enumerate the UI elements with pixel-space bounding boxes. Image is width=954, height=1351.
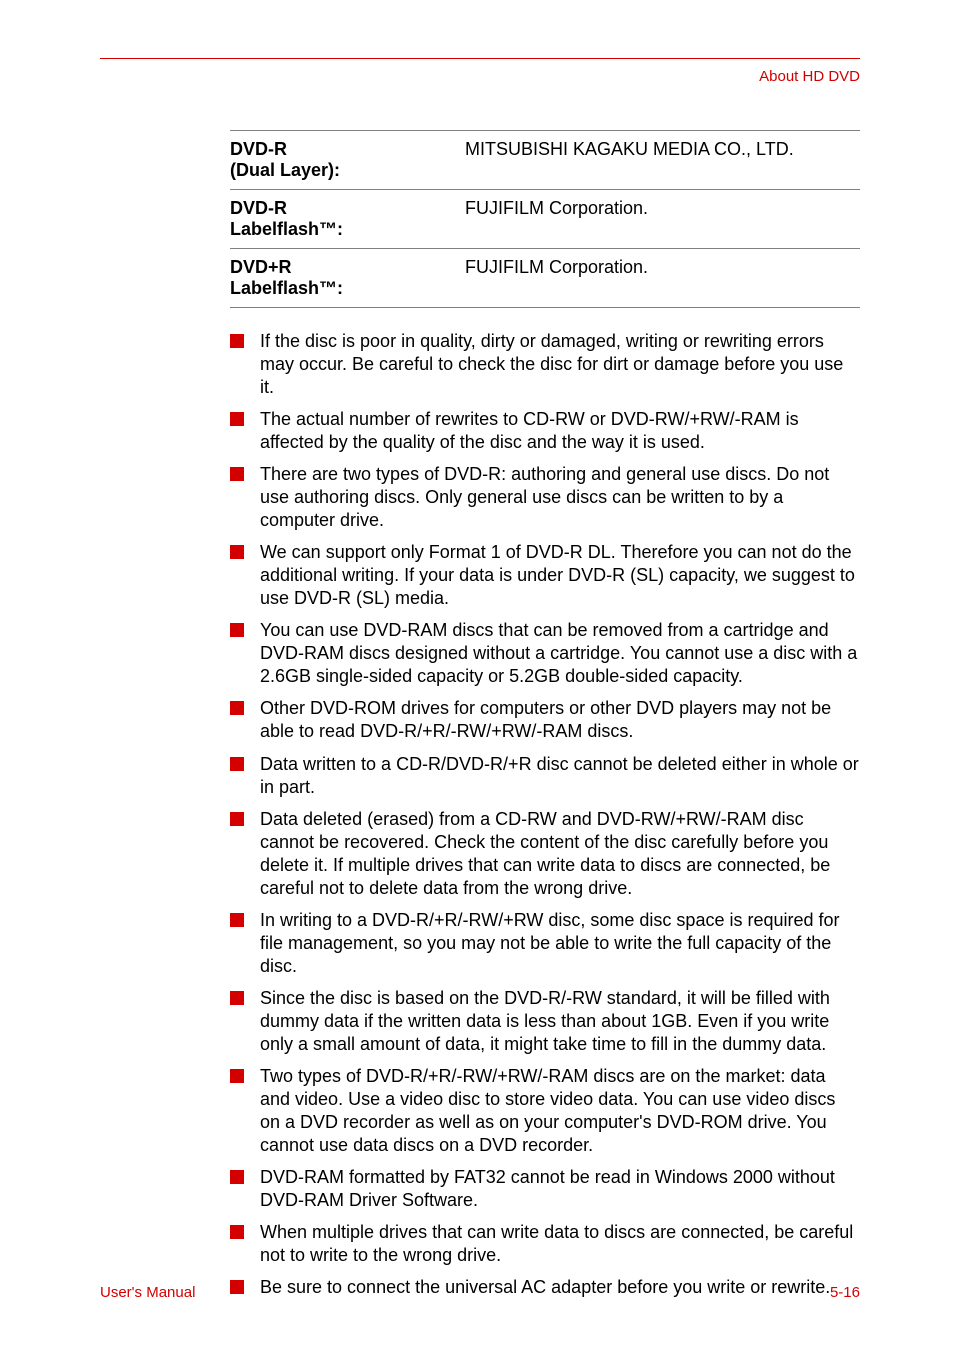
list-item-text: In writing to a DVD-R/+R/-RW/+RW disc, s… [260,910,840,976]
list-item: Be sure to connect the universal AC adap… [230,1276,860,1299]
list-item-text: Be sure to connect the universal AC adap… [260,1277,830,1297]
spec-label-line2: Labelflash™: [230,278,343,298]
square-bullet-icon [230,1170,244,1184]
list-item-text: You can use DVD-RAM discs that can be re… [260,620,857,686]
list-item: If the disc is poor in quality, dirty or… [230,330,860,399]
list-item: Other DVD-ROM drives for computers or ot… [230,697,860,743]
header-rule [100,58,860,59]
list-item: Data written to a CD-R/DVD-R/+R disc can… [230,753,860,799]
list-item-text: The actual number of rewrites to CD-RW o… [260,409,799,452]
list-item: Since the disc is based on the DVD-R/-RW… [230,987,860,1056]
page: About HD DVD DVD-R (Dual Layer): MITSUBI… [0,0,954,1351]
bullet-list: If the disc is poor in quality, dirty or… [230,330,860,1299]
list-item-text: Other DVD-ROM drives for computers or ot… [260,698,831,741]
square-bullet-icon [230,701,244,715]
spec-label-line1: DVD+R [230,257,292,277]
square-bullet-icon [230,913,244,927]
square-bullet-icon [230,1069,244,1083]
list-item: Two types of DVD-R/+R/-RW/+RW/-RAM discs… [230,1065,860,1157]
spec-value: FUJIFILM Corporation. [415,190,860,249]
footer-page-number: 5-16 [830,1284,860,1301]
list-item: In writing to a DVD-R/+R/-RW/+RW disc, s… [230,909,860,978]
list-item: DVD-RAM formatted by FAT32 cannot be rea… [230,1166,860,1212]
list-item-text: There are two types of DVD-R: authoring … [260,464,829,530]
spec-label-line1: DVD-R [230,198,287,218]
list-item-text: When multiple drives that can write data… [260,1222,853,1265]
list-item: You can use DVD-RAM discs that can be re… [230,619,860,688]
table-row: DVD-R Labelflash™: FUJIFILM Corporation. [230,190,860,249]
spec-label: DVD-R (Dual Layer): [230,131,415,190]
list-item: We can support only Format 1 of DVD-R DL… [230,541,860,610]
square-bullet-icon [230,1280,244,1294]
list-item-text: Data deleted (erased) from a CD-RW and D… [260,809,830,898]
list-item-text: We can support only Format 1 of DVD-R DL… [260,542,855,608]
list-item-text: Two types of DVD-R/+R/-RW/+RW/-RAM discs… [260,1066,835,1155]
square-bullet-icon [230,467,244,481]
square-bullet-icon [230,757,244,771]
square-bullet-icon [230,412,244,426]
spec-label-line2: Labelflash™: [230,219,343,239]
square-bullet-icon [230,545,244,559]
footer-left: User's Manual [100,1284,195,1301]
list-item: There are two types of DVD-R: authoring … [230,463,860,532]
list-item-text: If the disc is poor in quality, dirty or… [260,331,843,397]
square-bullet-icon [230,991,244,1005]
square-bullet-icon [230,812,244,826]
spec-label: DVD+R Labelflash™: [230,249,415,308]
list-item: When multiple drives that can write data… [230,1221,860,1267]
spec-label-line1: DVD-R [230,139,287,159]
spec-table: DVD-R (Dual Layer): MITSUBISHI KAGAKU ME… [230,130,860,308]
table-row: DVD-R (Dual Layer): MITSUBISHI KAGAKU ME… [230,131,860,190]
header-title: About HD DVD [759,68,860,85]
list-item: The actual number of rewrites to CD-RW o… [230,408,860,454]
square-bullet-icon [230,334,244,348]
square-bullet-icon [230,1225,244,1239]
spec-value: MITSUBISHI KAGAKU MEDIA CO., LTD. [415,131,860,190]
spec-label-line2: (Dual Layer): [230,160,340,180]
list-item-text: Since the disc is based on the DVD-R/-RW… [260,988,830,1054]
spec-value: FUJIFILM Corporation. [415,249,860,308]
square-bullet-icon [230,623,244,637]
list-item: Data deleted (erased) from a CD-RW and D… [230,808,860,900]
list-item-text: DVD-RAM formatted by FAT32 cannot be rea… [260,1167,835,1210]
spec-label: DVD-R Labelflash™: [230,190,415,249]
table-row: DVD+R Labelflash™: FUJIFILM Corporation. [230,249,860,308]
list-item-text: Data written to a CD-R/DVD-R/+R disc can… [260,754,859,797]
content-area: DVD-R (Dual Layer): MITSUBISHI KAGAKU ME… [230,130,860,1308]
